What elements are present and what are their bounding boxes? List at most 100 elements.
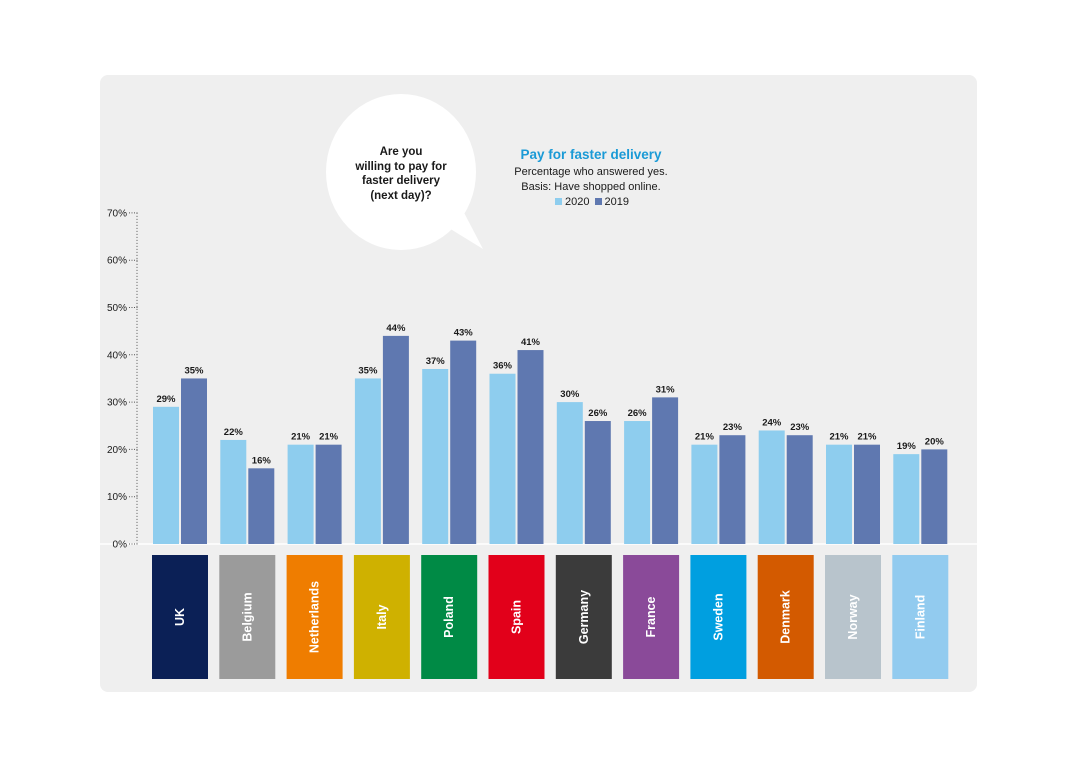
- legend-swatch-2020: [554, 198, 562, 205]
- data-label: 43%: [454, 328, 474, 339]
- bar-netherlands-2020: [287, 444, 314, 544]
- category-box-germany: [555, 555, 612, 679]
- category-box-norway: [825, 555, 881, 679]
- bar-netherlands-2019: [315, 444, 342, 544]
- bar-sweden-2020: [691, 444, 718, 544]
- bar-germany-2020: [556, 402, 583, 544]
- data-label: 16%: [252, 455, 272, 466]
- category-label: France: [644, 596, 658, 637]
- category-label: Norway: [846, 594, 860, 639]
- data-label: 29%: [156, 394, 176, 405]
- category-box-italy: [353, 555, 410, 679]
- bar-belgium-2019: [248, 468, 275, 544]
- legend-swatch-2019: [594, 198, 602, 205]
- y-tick-label: 20%: [107, 445, 127, 456]
- data-label: 30%: [560, 389, 580, 400]
- category-label: Sweden: [711, 593, 725, 640]
- bar-finland-2020: [893, 454, 920, 544]
- data-label: 41%: [521, 337, 541, 348]
- data-label: 20%: [925, 436, 945, 447]
- data-label: 19%: [897, 441, 917, 452]
- bar-norway-2020: [826, 444, 852, 544]
- data-label: 35%: [358, 365, 378, 376]
- category-label: UK: [173, 608, 187, 626]
- bar-denmark-2020: [758, 430, 785, 544]
- speech-bubble: Are you willing to pay for faster delive…: [326, 94, 483, 250]
- chart-subtitle: Basis: Have shopped online.: [521, 181, 661, 193]
- data-label: 21%: [829, 432, 849, 443]
- category-label: Belgium: [240, 592, 254, 641]
- data-label: 26%: [628, 408, 648, 419]
- data-label: 21%: [857, 432, 877, 443]
- category-box-poland: [421, 555, 478, 679]
- data-label: 21%: [695, 432, 715, 443]
- category-label: Poland: [442, 596, 456, 638]
- category-box-denmark: [757, 555, 814, 679]
- y-tick-label: 60%: [107, 256, 127, 267]
- bubble-line: Are you: [379, 146, 423, 158]
- category-box-spain: [488, 555, 545, 679]
- bar-france-2020: [624, 421, 651, 544]
- category-box-finland: [892, 555, 949, 679]
- bar-spain-2019: [517, 350, 544, 544]
- data-label: 23%: [790, 422, 810, 433]
- bar-poland-2019: [450, 340, 477, 544]
- chart-title: Pay for faster delivery: [520, 147, 662, 162]
- chart-header: Pay for faster delivery Percentage who a…: [486, 147, 696, 210]
- category-labels: UK Belgium Netherlands Italy Poland Spain Germ…: [152, 555, 949, 679]
- bar-poland-2020: [422, 368, 449, 544]
- bar-norway-2019: [854, 444, 880, 544]
- bubble-line: willing to pay for: [355, 160, 447, 173]
- legend-label-2020: 2020: [564, 196, 590, 208]
- y-tick-label: 70%: [107, 208, 127, 219]
- category-box-sweden: [690, 555, 747, 679]
- speech-bubble-text: Are you willing to pay for faster delive…: [346, 145, 456, 203]
- category-box-france: [623, 555, 680, 679]
- speech-bubble-shape: [326, 94, 483, 250]
- legend: 2020 2019: [486, 195, 696, 210]
- category-box-belgium: [219, 555, 276, 679]
- bar-finland-2019: [921, 449, 948, 544]
- bar-belgium-2020: [220, 439, 247, 544]
- data-label: 24%: [762, 417, 782, 428]
- category-label: Denmark: [779, 590, 793, 644]
- bar-italy-2019: [382, 335, 409, 544]
- y-tick-label: 0%: [113, 540, 128, 551]
- bar-france-2019: [652, 397, 679, 544]
- bar-sweden-2019: [719, 435, 746, 544]
- category-label: Germany: [577, 590, 591, 644]
- data-label: 23%: [723, 422, 743, 433]
- bar-italy-2020: [354, 378, 381, 544]
- data-label: 26%: [588, 408, 608, 419]
- category-label: Netherlands: [308, 581, 322, 653]
- legend-label-2019: 2019: [604, 196, 630, 208]
- data-label: 37%: [426, 356, 446, 367]
- y-tick-label: 50%: [107, 303, 127, 314]
- bar-spain-2020: [489, 373, 516, 544]
- data-label: 22%: [224, 427, 244, 438]
- bubble-line: (next day)?: [370, 189, 432, 202]
- y-tick-label: 30%: [107, 398, 127, 409]
- bar-denmark-2019: [786, 435, 813, 544]
- data-label: 35%: [184, 365, 204, 376]
- data-label: 21%: [291, 432, 311, 443]
- chart-subtitle: Percentage who answered yes.: [514, 166, 668, 178]
- data-label: 44%: [386, 323, 406, 334]
- bar-germany-2019: [584, 421, 611, 544]
- category-label: Finland: [913, 595, 927, 639]
- category-box-uk: [152, 555, 208, 679]
- bar-uk-2019: [181, 378, 207, 544]
- category-box-netherlands: [286, 555, 343, 679]
- category-label: Italy: [375, 604, 389, 629]
- data-label: 21%: [319, 432, 339, 443]
- data-labels: 29% 35% 22% 16% 21% 21% 35% 44% 37% 43% 36% 41% 30% 2…: [156, 323, 944, 466]
- bar-uk-2020: [153, 406, 179, 544]
- category-label: Spain: [510, 600, 524, 634]
- data-label: 36%: [493, 361, 513, 372]
- y-tick-label: 10%: [107, 492, 127, 503]
- y-tick-label: 40%: [107, 350, 127, 361]
- data-label: 31%: [656, 384, 676, 395]
- bars: [153, 335, 948, 544]
- bubble-line: faster delivery: [362, 175, 440, 187]
